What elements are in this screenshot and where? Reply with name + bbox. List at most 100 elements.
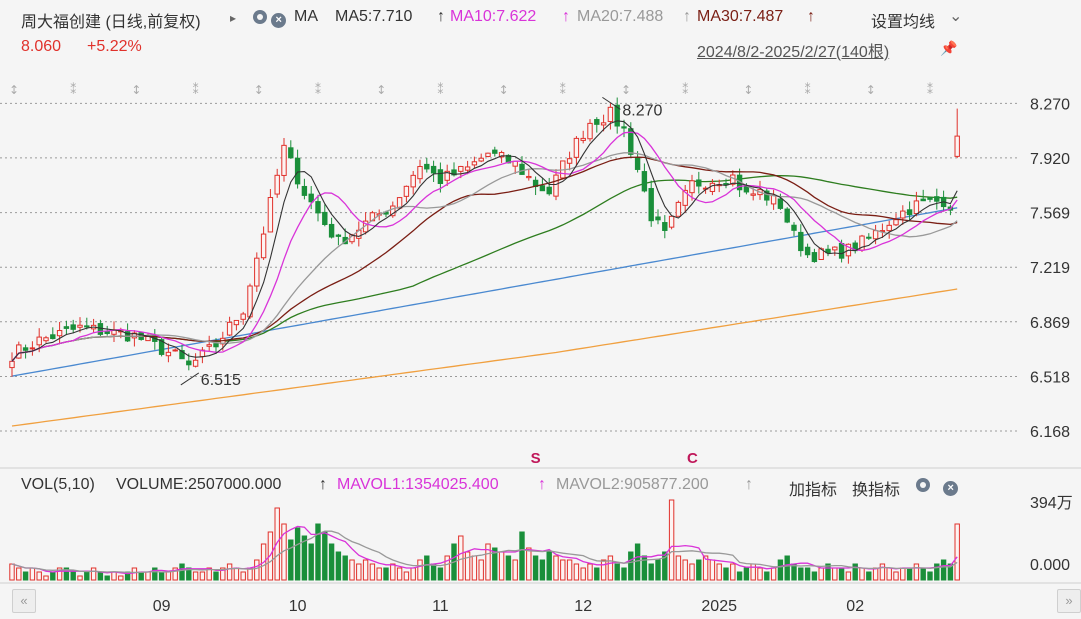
candle-body[interactable] <box>505 154 512 164</box>
volume-bar[interactable] <box>709 559 716 581</box>
volume-bar[interactable] <box>594 567 600 581</box>
date-range[interactable]: 2024/8/2-2025/2/27(140根) <box>697 44 890 61</box>
candle-body[interactable] <box>750 193 756 196</box>
volume-bar[interactable] <box>607 555 614 581</box>
candle-body[interactable] <box>50 334 56 340</box>
volume-bar[interactable] <box>322 531 328 581</box>
volume-bar[interactable] <box>770 567 777 581</box>
volume-bar[interactable] <box>553 555 559 581</box>
volume-bar[interactable] <box>165 571 172 581</box>
volume-bar[interactable] <box>893 571 899 581</box>
candle-body[interactable] <box>437 169 444 184</box>
candle-body[interactable] <box>628 128 634 155</box>
volume-bar[interactable] <box>927 571 933 581</box>
volume-bar[interactable] <box>621 567 627 581</box>
event-arrow-icon[interactable]: ⁑ <box>560 82 566 97</box>
volume-bar[interactable] <box>560 559 566 581</box>
volume-bar[interactable] <box>478 559 484 581</box>
switch-indicator-button[interactable]: 换指标 <box>852 482 901 499</box>
candle-body[interactable] <box>36 336 42 346</box>
candle-body[interactable] <box>580 137 586 141</box>
volume-bar[interactable] <box>97 571 104 581</box>
marker-c[interactable]: C <box>687 450 698 467</box>
volume-bar[interactable] <box>77 575 83 581</box>
event-arrow-icon[interactable]: ↕ <box>621 83 631 97</box>
volume-bar[interactable] <box>750 563 756 581</box>
event-arrow-icon[interactable]: ⁑ <box>193 82 199 97</box>
candle-body[interactable] <box>430 165 437 174</box>
volume-bar[interactable] <box>396 567 403 581</box>
candle-body[interactable] <box>417 166 423 180</box>
volume-bar[interactable] <box>56 567 63 581</box>
candle-body[interactable] <box>410 174 416 188</box>
candle-body[interactable] <box>804 246 811 256</box>
volume-bar[interactable] <box>587 563 593 581</box>
volume-bar[interactable] <box>199 571 206 581</box>
volume-bar[interactable] <box>954 523 960 581</box>
candle-body[interactable] <box>682 189 688 206</box>
volume-bar[interactable] <box>43 575 49 581</box>
candle-body[interactable] <box>226 321 233 336</box>
volume-bar[interactable] <box>172 567 178 581</box>
volume-bar[interactable] <box>437 567 444 581</box>
candle-body[interactable] <box>607 106 614 122</box>
candle-body[interactable] <box>573 137 580 158</box>
volume-bar[interactable] <box>383 567 389 581</box>
volume-bar[interactable] <box>342 555 348 581</box>
volume-bar[interactable] <box>301 535 308 581</box>
candle-body[interactable] <box>777 198 784 209</box>
chevron-down-icon[interactable]: ⌄ <box>949 8 963 25</box>
volume-bar[interactable] <box>655 559 661 581</box>
volume-bar[interactable] <box>90 567 97 581</box>
candle-body[interactable] <box>233 319 240 326</box>
candle-body[interactable] <box>934 196 940 202</box>
candle-body[interactable] <box>294 157 301 185</box>
volume-bar[interactable] <box>70 571 76 581</box>
candle-body[interactable] <box>696 179 702 187</box>
candle-body[interactable] <box>77 324 83 328</box>
volume-bar[interactable] <box>206 567 212 581</box>
event-arrow-icon[interactable]: ↕ <box>254 83 264 97</box>
candle-body[interactable] <box>158 339 165 355</box>
volume-bar[interactable] <box>580 567 586 581</box>
event-arrow-icon[interactable]: ⁑ <box>927 82 933 97</box>
candle-body[interactable] <box>784 208 790 223</box>
candle-body[interactable] <box>70 324 76 330</box>
candle-body[interactable] <box>913 200 920 215</box>
volume-bar[interactable] <box>716 563 722 581</box>
candle-body[interactable] <box>723 183 729 186</box>
volume-bar[interactable] <box>356 563 362 581</box>
candle-body[interactable] <box>16 344 22 359</box>
scroll-right-button[interactable]: » <box>1057 589 1081 613</box>
candle-body[interactable] <box>866 236 872 239</box>
volume-bar[interactable] <box>730 563 736 581</box>
volume-bar[interactable] <box>566 559 573 581</box>
volume-bar[interactable] <box>811 571 818 581</box>
candle-body[interactable] <box>587 122 593 140</box>
volume-bar[interactable] <box>886 567 892 581</box>
candle-body[interactable] <box>464 166 471 171</box>
candle-body[interactable] <box>893 219 899 226</box>
volume-bar[interactable] <box>131 567 138 581</box>
candle-body[interactable] <box>920 198 926 202</box>
volume-bar[interactable] <box>866 571 872 581</box>
volume-bar[interactable] <box>519 531 525 581</box>
volume-bar[interactable] <box>186 567 192 581</box>
candle-body[interactable] <box>213 343 219 348</box>
volume-bar[interactable] <box>145 571 151 581</box>
volume-bar[interactable] <box>845 571 852 581</box>
candle-body[interactable] <box>335 234 342 237</box>
volume-bar[interactable] <box>723 567 729 581</box>
volume-bar[interactable] <box>233 567 240 581</box>
candle-body[interactable] <box>274 174 280 195</box>
volume-bar[interactable] <box>743 567 750 581</box>
volume-bar[interactable] <box>390 563 396 581</box>
volume-bar[interactable] <box>682 559 688 581</box>
scroll-left-button[interactable]: « <box>12 589 36 613</box>
candle-body[interactable] <box>458 165 464 172</box>
candle-body[interactable] <box>641 171 648 192</box>
volume-bar[interactable] <box>226 563 233 581</box>
candle-body[interactable] <box>186 360 192 366</box>
indicator-close-icon[interactable]: × <box>943 478 958 496</box>
candle-body[interactable] <box>403 185 410 197</box>
